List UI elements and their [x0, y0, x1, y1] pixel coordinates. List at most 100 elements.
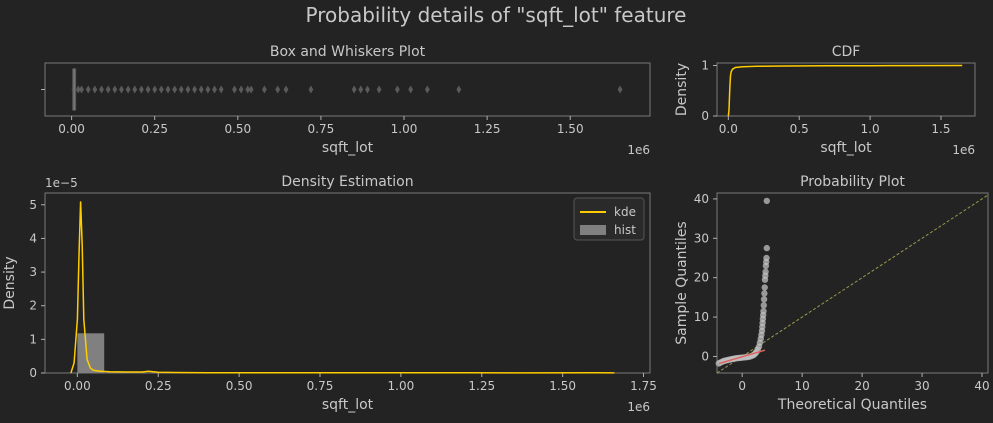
boxplot-x-offset-text: 1e6 — [627, 143, 650, 157]
boxplot-outlier-point — [238, 85, 244, 94]
density-xtick-label: 0.75 — [307, 379, 334, 393]
boxplot-outlier-point — [75, 85, 81, 94]
cdf-x-offset-text: 1e6 — [952, 143, 975, 157]
boxplot-outlier-point — [617, 85, 623, 94]
cdf-xtick-label: 0.0 — [719, 122, 738, 136]
boxplot-outlier-point — [308, 85, 314, 94]
boxplot-outlier-point — [358, 85, 364, 94]
probplot-reference-line — [716, 194, 989, 374]
cdf-ylabel: Density — [674, 63, 690, 116]
density-title: Density Estimation — [281, 174, 413, 190]
density-legend-hist-swatch — [580, 225, 606, 235]
boxplot-outlier-point — [275, 85, 281, 94]
density-legend-label: kde — [614, 205, 636, 219]
boxplot-outlier-point — [248, 85, 254, 94]
probplot-ytick-label: 10 — [694, 310, 709, 324]
boxplot-outlier-point — [132, 85, 138, 94]
cdf-frame — [716, 62, 976, 117]
boxplot-outlier-point — [152, 85, 158, 94]
boxplot-outlier-point — [205, 85, 211, 94]
probplot-xtick-label: 10 — [794, 379, 809, 393]
probplot-point — [760, 296, 768, 303]
boxplot-xtick-label: 0.75 — [308, 122, 335, 136]
probplot-xtick-label: 0 — [738, 379, 746, 393]
boxplot-outlier-point — [85, 85, 91, 94]
boxplot-outlier-point — [99, 85, 104, 94]
probplot-xtick-label: 20 — [854, 379, 869, 393]
boxplot-outlier-point — [92, 85, 98, 94]
boxplot-xtick-label: 1.25 — [474, 122, 501, 136]
boxplot-outlier-point — [408, 85, 414, 94]
density-xtick-label: 1.50 — [549, 379, 576, 393]
boxplot-outlier-point — [119, 85, 124, 94]
boxplot-xtick-label: 1.00 — [391, 122, 418, 136]
boxplot-outlier-point — [198, 85, 204, 94]
boxplot-outlier-point — [139, 85, 144, 94]
boxplot-outlier-point — [245, 85, 251, 94]
density-ytick-label: 4 — [29, 231, 37, 245]
density-ytick-label: 0 — [29, 366, 37, 380]
probplot-xlabel: Theoretical Quantiles — [777, 397, 927, 413]
boxplot-outlier-point — [172, 85, 178, 94]
density-legend-label: hist — [614, 223, 636, 237]
boxplot-xtick-label: 0.50 — [224, 122, 251, 136]
cdf-line — [727, 64, 963, 117]
boxplot-outlier-point — [178, 85, 184, 94]
figure-suptitle: Probability details of "sqft_lot" featur… — [306, 3, 687, 27]
density-xtick-label: 0.50 — [226, 379, 253, 393]
density-x-offset-text: 1e6 — [627, 400, 650, 414]
probplot-point — [763, 254, 770, 262]
density-ytick-label: 2 — [29, 299, 37, 313]
boxplot-outlier-point — [351, 85, 357, 94]
probplot-ytick-label: 40 — [694, 192, 709, 206]
probplot-ylabel: Sample Quantiles — [674, 221, 690, 344]
density-axes: Density Estimation 0.00 0.25 0.50 0.75 1.00 1.… — [2, 174, 657, 414]
boxplot-outlier-point — [456, 85, 462, 94]
boxplot-title: Box and Whiskers Plot — [270, 44, 426, 60]
density-kde-line — [70, 201, 615, 374]
boxplot-outlier-point — [125, 85, 131, 94]
boxplot-outlier-point — [79, 85, 84, 94]
density-xtick-label: 1.00 — [388, 379, 415, 393]
cdf-xtick-label: 0.5 — [790, 122, 809, 136]
boxplot-outlier-point — [218, 85, 224, 94]
boxplot-outlier-point — [261, 85, 267, 94]
density-xtick-label: 1.75 — [630, 379, 657, 393]
cdf-xtick-label: 1.0 — [861, 122, 880, 136]
cdf-ytick-label: 1 — [701, 59, 709, 73]
boxplot-outlier-point — [232, 85, 237, 94]
probplot-ytick-label: 20 — [694, 271, 709, 285]
probplot-point — [762, 268, 769, 275]
probplot-ytick-label: 30 — [694, 231, 709, 245]
boxplot-outlier-point — [376, 85, 382, 94]
probplot-point — [760, 302, 767, 309]
density-legend: kde hist — [573, 197, 645, 241]
boxplot-outlier-point — [105, 85, 111, 94]
cdf-axes: CDF 0.0 0.5 1.0 1.5 0 1 sqft_lot Density 1e6 — [674, 44, 976, 157]
probplot-point — [761, 290, 768, 297]
probplot-fit-line — [718, 349, 766, 365]
boxplot-outlier-point — [145, 85, 151, 94]
density-xtick-label: 1.25 — [468, 379, 495, 393]
cdf-xtick-label: 1.5 — [931, 122, 950, 136]
probplot-xtick-label: 30 — [914, 379, 929, 393]
boxplot-outlier-point — [185, 85, 191, 94]
boxplot-outlier-point — [365, 85, 370, 94]
probplot-point — [763, 244, 770, 252]
density-xtick-label: 0.00 — [64, 379, 91, 393]
density-ytick-label: 5 — [29, 198, 37, 212]
boxplot-xtick-label: 0.00 — [58, 122, 85, 136]
boxplot-xlabel: sqft_lot — [322, 140, 374, 156]
cdf-ytick-label: 0 — [701, 109, 709, 123]
boxplot-axes: Box and Whiskers Plot 0.00 0.25 0.50 0.75 1.0… — [41, 44, 651, 157]
density-y-offset-text: 1e−5 — [45, 176, 78, 190]
density-frame — [44, 192, 651, 374]
probplot-point — [763, 197, 770, 205]
boxplot-outlier-point — [394, 85, 400, 94]
boxplot-outlier-point — [424, 85, 430, 94]
probplot-axes: Probability Plot 0 10 20 30 40 0 10 20 30 40 Theore… — [674, 174, 990, 413]
boxplot-outlier-point — [112, 85, 118, 94]
density-ytick-label: 3 — [29, 265, 37, 279]
